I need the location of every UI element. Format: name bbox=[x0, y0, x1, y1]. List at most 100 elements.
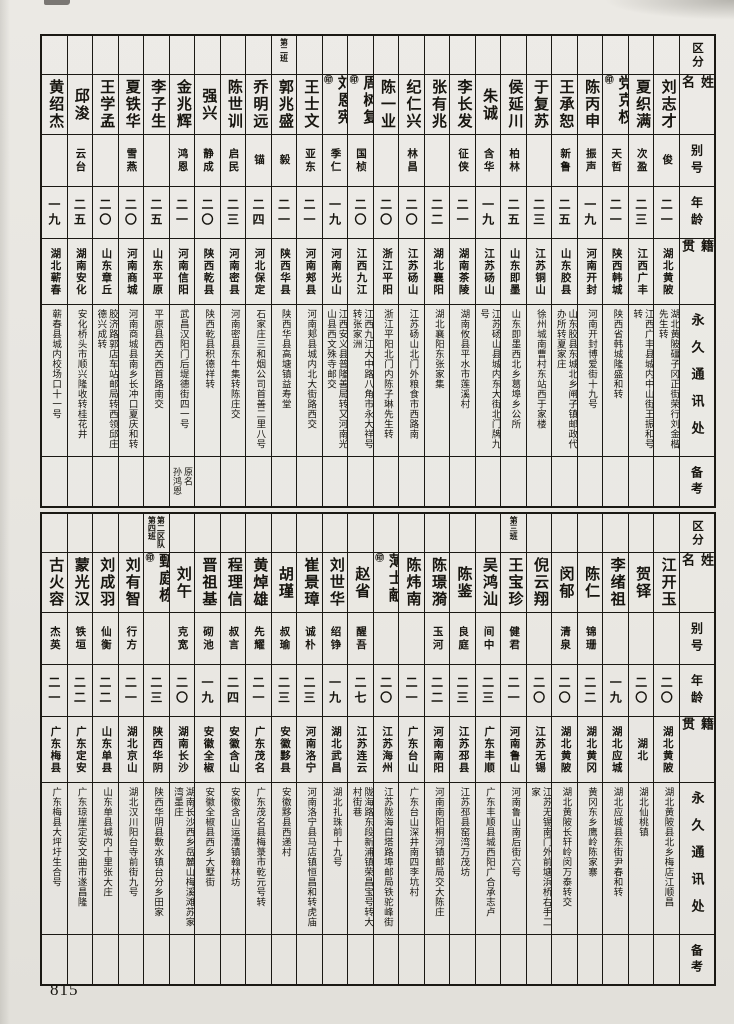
address-cell: 江苏无锡南门外前塘浜桥右手二家 bbox=[526, 782, 552, 934]
name-cell: 侯延川 bbox=[501, 74, 526, 134]
origin-cell: 湖北黄陂 bbox=[654, 238, 679, 304]
name-text: 程理信 bbox=[225, 557, 242, 608]
origin-cell: 河北保定 bbox=[246, 238, 271, 304]
address-text: 湖北黄陂礓子冈正街荣行刘金楷先生转 bbox=[656, 309, 679, 449]
address-cell: 湖北汉川阳台寺前街九号 bbox=[118, 782, 144, 934]
alias-cell: 克宽 bbox=[169, 612, 195, 664]
name-cell: 张有兆 bbox=[424, 74, 450, 134]
address-cell: 湖北黄陂礓子冈正街荣行刘金楷先生转 bbox=[654, 304, 679, 456]
alias-text: 含华 bbox=[482, 147, 494, 174]
alias-text: 锚 bbox=[252, 154, 264, 167]
address-text: 黄冈东乡鹰岭陈家寨 bbox=[585, 787, 596, 877]
origin-cell: 湖南茶陵 bbox=[450, 238, 475, 304]
name-cell: 陈世训 bbox=[220, 74, 246, 134]
person-column: 晋祖基 砌池 一九 安徽全椒 安徽全椒县西乡大墅街 bbox=[194, 514, 220, 984]
note-cell bbox=[348, 456, 373, 506]
address-text: 陕西华县高塘镇益寿堂 bbox=[279, 309, 290, 409]
address-text: 广东梅县大坪圩生合号 bbox=[50, 787, 61, 887]
division-cell bbox=[246, 36, 271, 74]
alias-cell: 启民 bbox=[220, 134, 246, 186]
alias-text: 启民 bbox=[227, 147, 239, 174]
address-cell: 陕西华阴县敷水镇台分乡田家 bbox=[144, 782, 169, 934]
alias-text: 健君 bbox=[508, 625, 520, 652]
name-cell: 黄绍杰 bbox=[42, 74, 67, 134]
note-cell bbox=[169, 934, 195, 984]
name-text: 王学孟 bbox=[98, 79, 115, 130]
division-cell bbox=[399, 514, 424, 552]
name-text: 纪仁兴 bbox=[404, 79, 421, 130]
row-header-label-name: 姓名 bbox=[680, 553, 714, 583]
address-cell: 陇海路东段新浦镇荣昌宝号转大村街巷 bbox=[348, 782, 373, 934]
person-column: 李子生 二五 山东平原 平原县西关西首路南交 bbox=[143, 36, 169, 506]
alias-text: 锦珊 bbox=[584, 625, 596, 652]
address-text: 蕲春县城内校场口十一号 bbox=[50, 309, 61, 419]
name-cell: 乔明远 bbox=[246, 74, 271, 134]
age-text: 二一 bbox=[455, 197, 470, 228]
note-cell bbox=[603, 934, 628, 984]
address-cell: 湖北黄陂长轩岭闵万泰转交 bbox=[552, 782, 577, 934]
address-text: 湖北汉川阳台寺前街九号 bbox=[126, 787, 137, 897]
address-cell: 安徽全椒县西乡大墅街 bbox=[195, 782, 220, 934]
origin-cell: 安徽黟县 bbox=[271, 716, 297, 782]
age-text: 二三 bbox=[480, 675, 495, 706]
alias-text: 俊 bbox=[661, 154, 673, 167]
scan-artifact bbox=[44, 0, 70, 5]
age-text: 二五 bbox=[506, 197, 521, 228]
address-text: 武昌汉阳门后堤德街四一号 bbox=[177, 309, 188, 429]
row-header-cell-address: 永久通讯处 bbox=[680, 304, 714, 456]
age-cell: 二一 bbox=[118, 664, 144, 716]
address-cell: 广东丰顺县城西阳广合承志卢 bbox=[475, 782, 501, 934]
origin-cell: 江苏铜山 bbox=[526, 238, 552, 304]
address-text: 胶济路郭店车站邮局转西领邱庄德兴成转 bbox=[95, 309, 117, 449]
origin-text: 广东梅县 bbox=[49, 725, 61, 774]
alias-text: 醒吾 bbox=[355, 625, 367, 652]
origin-text: 安徽黟县 bbox=[279, 725, 290, 774]
name-text: 朱诚 bbox=[481, 87, 497, 122]
alias-text: 季仁 bbox=[329, 147, 341, 174]
alias-cell: 诚朴 bbox=[297, 612, 322, 664]
name-text: 刘有智 bbox=[123, 557, 140, 608]
row-header-label-origin: 籍贯 bbox=[680, 717, 714, 750]
origin-text: 江西九江 bbox=[355, 247, 367, 296]
name-cell: 周树复㊞ bbox=[348, 74, 373, 134]
note-cell bbox=[271, 456, 297, 506]
age-text: 二三 bbox=[148, 675, 163, 706]
origin-cell: 河南光山 bbox=[322, 238, 348, 304]
row-header-cell-age: 年龄 bbox=[680, 186, 714, 238]
alias-text: 毅 bbox=[278, 154, 290, 167]
row-header-label-origin: 籍贯 bbox=[680, 239, 714, 272]
address-text: 河南鲁山南后街六号 bbox=[509, 787, 520, 877]
age-text: 二二 bbox=[72, 675, 87, 706]
alias-cell: 行方 bbox=[118, 612, 144, 664]
note-cell bbox=[42, 934, 67, 984]
name-cell: 邱浚 bbox=[67, 74, 93, 134]
person-column: 李长发 征侠 二一 湖南茶陵 湖南攸县平水市莲溪村 bbox=[449, 36, 475, 506]
alias-cell: 毅 bbox=[271, 134, 297, 186]
origin-text: 江西广丰 bbox=[636, 247, 648, 296]
division-cell bbox=[221, 36, 246, 74]
alias-text: 雪燕 bbox=[125, 147, 137, 174]
alias-text: 砌池 bbox=[201, 625, 213, 652]
address-text: 山东单县城内十里张大庄 bbox=[101, 787, 112, 897]
address-text: 河南郏县城内北大街路西交 bbox=[305, 309, 316, 429]
alias-text: 天哲 bbox=[610, 147, 622, 174]
name-cell: 古火容 bbox=[42, 552, 67, 612]
origin-text: 山东胶县 bbox=[559, 247, 571, 296]
division-cell bbox=[144, 36, 169, 74]
division-text: 第二区队 第四班 bbox=[147, 516, 166, 548]
person-column: 贺铎 二〇 湖北 湖北仙桃镇 bbox=[627, 514, 654, 984]
age-text: 二三 bbox=[455, 675, 470, 706]
age-cell: 二一 bbox=[271, 186, 297, 238]
name-text: 赵省 bbox=[353, 565, 370, 600]
origin-cell: 广东台山 bbox=[399, 716, 424, 782]
age-cell: 二四 bbox=[246, 186, 271, 238]
age-cell: 一九 bbox=[603, 664, 628, 716]
age-text: 二一 bbox=[302, 197, 317, 228]
note-cell bbox=[399, 934, 424, 984]
alias-cell: 良庭 bbox=[450, 612, 475, 664]
note-cell bbox=[501, 456, 526, 506]
name-cell: 贺铎 bbox=[628, 552, 654, 612]
origin-text: 河南南阳 bbox=[432, 725, 444, 774]
alias-text: 铁垣 bbox=[74, 625, 86, 652]
note-text: 原名 孙鸿恩 bbox=[171, 467, 193, 496]
